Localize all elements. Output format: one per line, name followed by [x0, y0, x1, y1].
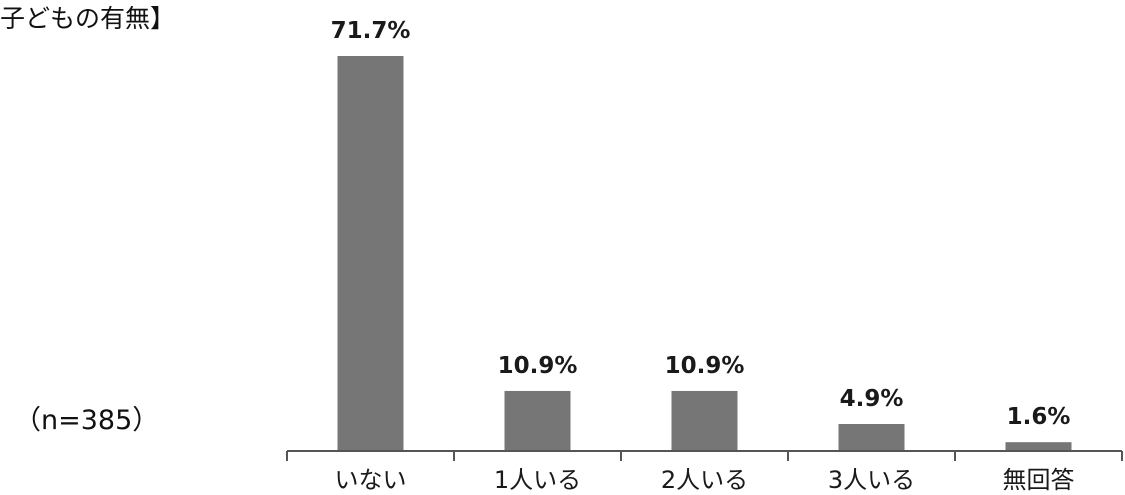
chart-title: 子どもの有無】: [0, 4, 176, 33]
x-tick-label-4: 3人いる: [828, 466, 915, 494]
value-label-1: 71.7%: [331, 18, 411, 44]
x-tick-label-3: 2人いる: [661, 466, 748, 494]
x-tick-label-1: いない: [335, 466, 407, 494]
bar-4: [838, 424, 905, 451]
value-label-4: 4.9%: [840, 386, 904, 412]
bar-5: [1005, 442, 1072, 451]
x-tick-labels-group: いない 1人いる 2人いる 3人いる 無回答: [335, 466, 1075, 494]
value-label-5: 1.6%: [1007, 404, 1071, 430]
sample-size-note: （n=385）: [14, 405, 160, 436]
value-labels-group: 71.7% 10.9% 10.9% 4.9% 1.6%: [331, 18, 1071, 430]
bar-2: [504, 390, 571, 451]
x-axis: [286, 450, 1123, 461]
bars-group: [337, 56, 1072, 451]
value-label-3: 10.9%: [665, 353, 745, 379]
x-tick-label-2: 1人いる: [494, 466, 581, 494]
bar-3: [671, 390, 738, 451]
x-tick-label-5: 無回答: [1003, 466, 1075, 494]
value-label-2: 10.9%: [498, 353, 578, 379]
bar-1: [337, 56, 404, 451]
